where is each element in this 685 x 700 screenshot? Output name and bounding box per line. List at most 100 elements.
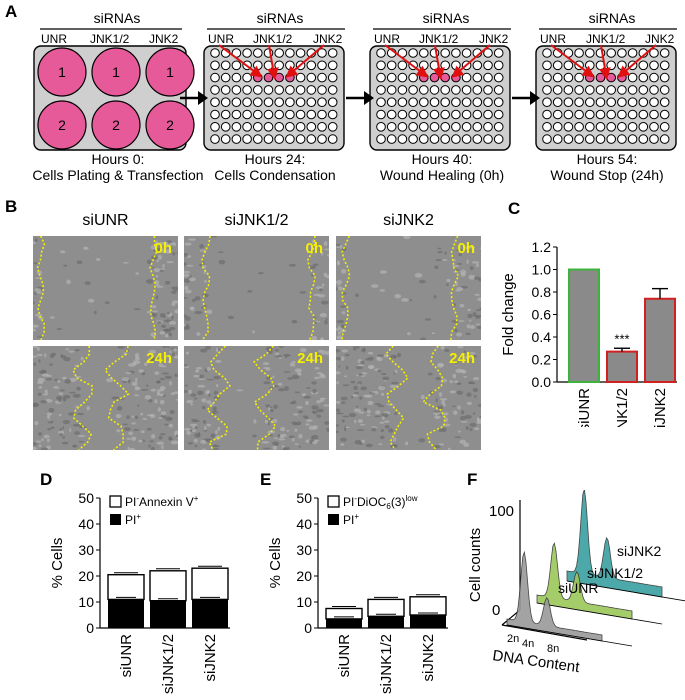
legend-swatch-white [109, 495, 122, 508]
cell-texture [358, 411, 365, 414]
cell-texture [153, 268, 161, 273]
cell-texture [194, 310, 203, 315]
cell-texture [149, 440, 155, 443]
well [574, 134, 584, 144]
col-unr-2: UNR [208, 32, 234, 46]
well [386, 60, 397, 71]
six-well-1 [37, 47, 87, 97]
well [595, 109, 606, 120]
cell-texture [391, 381, 399, 385]
cell-texture [294, 368, 302, 373]
cell-texture [268, 406, 271, 411]
f-label-siunr: siUNR [558, 580, 598, 596]
cell-texture [154, 240, 158, 245]
cell-texture [344, 353, 350, 357]
well [595, 134, 606, 144]
cell-texture [279, 346, 284, 349]
xtick-label: siJNK2 [420, 634, 437, 682]
cell-texture [291, 437, 295, 442]
cell-texture [34, 238, 38, 242]
cell-texture [367, 364, 375, 369]
red-arrow [550, 44, 595, 78]
well [231, 122, 242, 132]
cell-texture [274, 354, 283, 358]
cell-texture [140, 430, 145, 434]
well [295, 122, 306, 132]
well [493, 85, 504, 95]
bar-top-siJNK2 [191, 567, 229, 601]
cell-texture [56, 328, 63, 331]
cell-texture [34, 288, 42, 292]
well [451, 134, 461, 144]
cell-texture [298, 410, 303, 414]
well [493, 134, 504, 144]
cell-texture [184, 273, 191, 278]
cell-texture [472, 387, 479, 393]
cell-texture [344, 375, 348, 378]
f-xlabel: DNA Content [491, 647, 581, 676]
cell-texture [126, 415, 130, 420]
well [210, 72, 220, 83]
step-4-desc: Wound Stop (24h) [550, 167, 664, 183]
well [317, 97, 327, 107]
cell-texture [173, 348, 177, 352]
cell-texture [315, 286, 324, 290]
cell-texture [217, 426, 221, 431]
cell-texture [44, 353, 47, 358]
col-jnk12-4: JNK1/2 [586, 32, 626, 46]
cell-texture [437, 363, 444, 368]
cell-texture [206, 309, 213, 315]
well [585, 97, 595, 107]
cell-texture [471, 261, 480, 264]
well [327, 109, 338, 120]
cell-texture [60, 250, 66, 254]
well [419, 134, 429, 144]
cell-texture [279, 436, 285, 439]
cond-sijnk2: siJNK2 [383, 212, 434, 229]
ytick-label: 20 [296, 568, 312, 584]
well [306, 72, 317, 83]
well [285, 109, 295, 120]
cell-texture [37, 316, 44, 320]
step-2-time: Hours 24: [244, 151, 306, 167]
cell-texture [469, 266, 474, 271]
well [542, 134, 552, 144]
well [542, 109, 552, 120]
cell-texture [46, 412, 53, 416]
well [606, 109, 617, 120]
red-arrow [598, 44, 611, 80]
cell-texture [377, 404, 385, 408]
well [285, 97, 295, 107]
well [483, 122, 493, 132]
cell-texture [252, 434, 257, 438]
well [220, 97, 231, 107]
cell-texture [169, 326, 176, 331]
cell-texture [336, 348, 341, 353]
cell-texture [210, 433, 216, 439]
bar-pi-siJNK2 [192, 599, 228, 628]
cell-texture [341, 311, 346, 315]
ytick-label: 10 [78, 594, 94, 610]
cell-texture [33, 442, 38, 446]
cell-texture [273, 437, 278, 440]
cell-texture [74, 349, 80, 352]
cell-texture [40, 400, 48, 404]
well [220, 109, 231, 120]
cell-texture [367, 400, 374, 406]
well [563, 122, 574, 132]
cell-texture [157, 254, 163, 260]
cell-texture [459, 304, 465, 308]
cell-texture [265, 346, 273, 352]
well [386, 97, 397, 107]
cell-texture [72, 445, 79, 448]
cell-texture [158, 417, 163, 420]
col-unr-4: UNR [540, 32, 566, 46]
cell-texture [199, 348, 208, 353]
cell-texture [184, 242, 192, 246]
cell-texture [63, 264, 68, 267]
cell-texture [466, 392, 472, 397]
cell-texture [169, 350, 172, 354]
panel-label-f: F [467, 470, 478, 489]
cell-texture [382, 376, 390, 381]
ytick-label: 0 [304, 620, 312, 636]
